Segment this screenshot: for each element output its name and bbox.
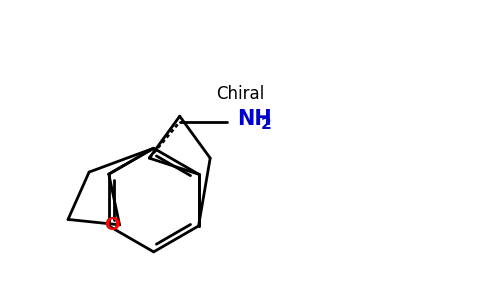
Text: O: O (104, 216, 120, 234)
Text: 2: 2 (261, 118, 272, 133)
Text: NH: NH (237, 109, 272, 129)
Text: Chiral: Chiral (216, 85, 264, 103)
